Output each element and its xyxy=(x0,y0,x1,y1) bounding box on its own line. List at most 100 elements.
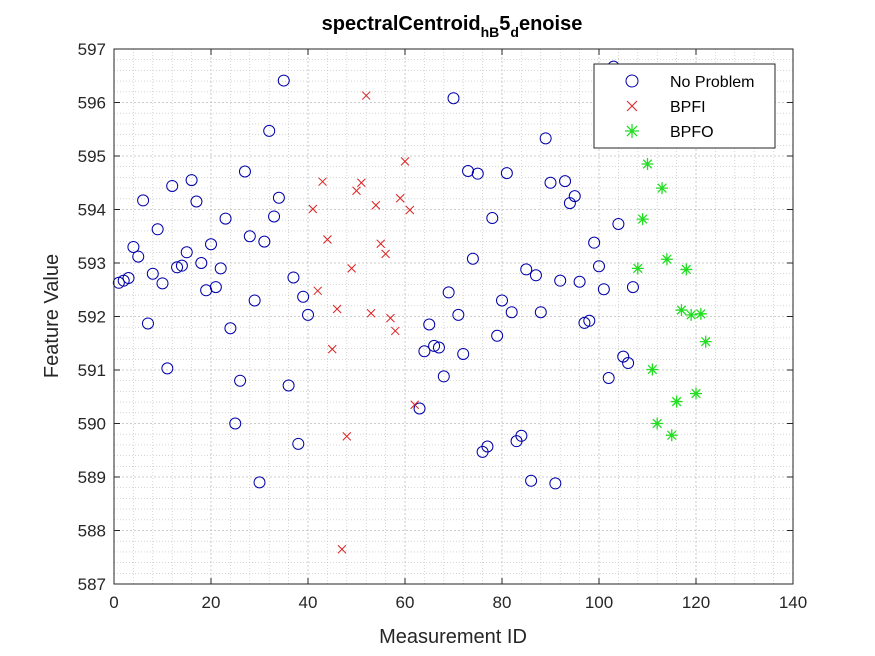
data-point xyxy=(466,252,479,265)
data-point xyxy=(539,132,552,145)
data-point xyxy=(636,213,649,226)
data-point xyxy=(161,362,174,375)
data-point xyxy=(366,308,376,318)
data-point xyxy=(258,235,271,248)
data-point xyxy=(437,370,450,383)
y-tick-label: 596 xyxy=(78,94,106,113)
data-point xyxy=(520,263,533,276)
series-bpfi xyxy=(308,91,420,554)
data-point xyxy=(122,271,135,284)
data-point xyxy=(141,317,154,330)
data-point xyxy=(496,294,508,307)
data-point xyxy=(612,217,625,230)
data-point xyxy=(166,179,179,192)
data-point xyxy=(171,261,184,274)
y-tick-label: 597 xyxy=(78,40,106,59)
x-tick-label: 120 xyxy=(682,593,710,612)
data-point xyxy=(342,431,352,441)
data-point xyxy=(544,176,557,189)
data-point xyxy=(559,175,572,188)
data-point xyxy=(680,263,693,276)
data-point xyxy=(447,92,460,105)
data-point xyxy=(660,253,673,266)
data-point xyxy=(390,326,400,336)
data-point xyxy=(352,186,361,196)
data-point xyxy=(253,476,266,489)
data-point xyxy=(457,347,470,360)
x-tick-label: 100 xyxy=(585,593,613,612)
data-point xyxy=(505,306,518,319)
data-point xyxy=(665,429,678,442)
x-tick-label: 40 xyxy=(299,593,318,612)
data-point xyxy=(287,271,300,284)
data-point xyxy=(277,74,290,87)
x-tick-label: 80 xyxy=(493,593,512,612)
data-point xyxy=(694,307,707,320)
data-point xyxy=(313,286,323,296)
data-point xyxy=(195,257,208,269)
data-point xyxy=(413,402,426,415)
x-tick-labels: 0 20 40 60 80 100 120 140 xyxy=(109,593,807,612)
data-point xyxy=(481,440,494,453)
legend: No Problem BPFI BPFO xyxy=(593,63,776,149)
data-point xyxy=(428,339,441,352)
data-point xyxy=(500,167,513,180)
data-point xyxy=(423,318,436,331)
y-tick-label: 592 xyxy=(78,308,106,327)
data-point xyxy=(272,191,285,204)
data-point xyxy=(405,205,415,215)
y-tick-label: 588 xyxy=(78,522,106,541)
data-point xyxy=(549,477,562,490)
y-tick-label: 591 xyxy=(78,361,106,380)
data-point xyxy=(381,249,390,259)
data-point xyxy=(699,335,712,348)
data-point xyxy=(376,239,386,249)
y-tick-label: 593 xyxy=(78,254,106,273)
data-point xyxy=(234,374,247,387)
data-point xyxy=(471,167,484,180)
y-tick-label: 590 xyxy=(78,415,106,434)
data-point xyxy=(175,259,188,272)
data-point xyxy=(646,363,659,376)
axis-ticks xyxy=(113,48,794,585)
data-point xyxy=(268,210,281,223)
data-point xyxy=(229,417,242,430)
x-tick-label: 20 xyxy=(202,593,221,612)
y-axis-label: Feature Value xyxy=(41,254,63,378)
data-point xyxy=(302,308,314,321)
y-tick-label: 587 xyxy=(78,575,106,594)
data-point xyxy=(418,345,431,358)
data-point xyxy=(137,194,150,207)
data-point xyxy=(568,190,581,203)
data-point xyxy=(219,212,232,225)
legend-marker-bpfo xyxy=(625,124,639,138)
data-point xyxy=(641,158,654,171)
data-point xyxy=(323,235,332,244)
x-tick-label: 0 xyxy=(109,593,118,612)
data-point xyxy=(395,193,405,203)
data-point xyxy=(554,274,567,287)
legend-marker-no-problem xyxy=(625,74,639,88)
data-point xyxy=(356,178,366,188)
data-point xyxy=(617,350,630,363)
data-point xyxy=(631,262,644,275)
data-point xyxy=(626,281,639,294)
data-point xyxy=(185,174,198,187)
data-point xyxy=(534,306,547,319)
x-tick-label: 140 xyxy=(779,593,807,612)
data-point xyxy=(371,200,381,210)
series-bpfo xyxy=(631,158,712,442)
data-point xyxy=(297,290,310,303)
data-point xyxy=(651,417,664,430)
data-point xyxy=(656,182,669,195)
data-point xyxy=(224,322,237,335)
y-tick-label: 594 xyxy=(78,201,106,220)
data-point xyxy=(529,269,542,282)
data-point xyxy=(690,387,702,400)
data-point xyxy=(337,544,347,554)
data-point xyxy=(214,262,227,275)
data-point xyxy=(361,91,371,100)
data-point xyxy=(622,357,635,370)
data-point xyxy=(685,308,698,321)
